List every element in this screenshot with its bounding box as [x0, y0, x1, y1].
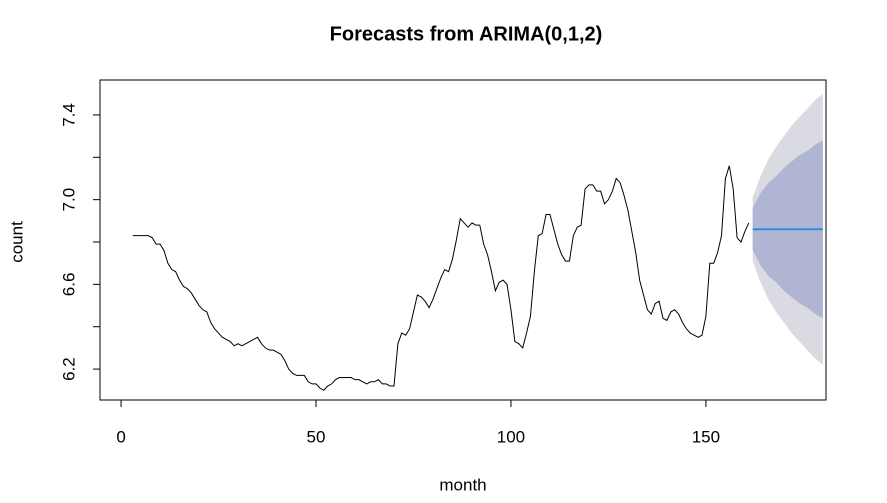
history-line — [132, 165, 750, 391]
y-tick-label: 6.2 — [59, 357, 78, 381]
x-tick-label: 150 — [692, 427, 720, 446]
y-tick-label: 7.4 — [59, 103, 78, 127]
x-tick-label: 100 — [497, 427, 525, 446]
chart-title: Forecasts from ARIMA(0,1,2) — [330, 23, 603, 45]
x-axis-label: month — [439, 475, 486, 494]
y-tick-label: 6.6 — [59, 273, 78, 297]
x-tick-label: 50 — [307, 427, 326, 446]
x-tick-label: 0 — [116, 427, 125, 446]
y-axis-label: count — [7, 221, 26, 263]
y-tick-label: 7.0 — [59, 188, 78, 212]
